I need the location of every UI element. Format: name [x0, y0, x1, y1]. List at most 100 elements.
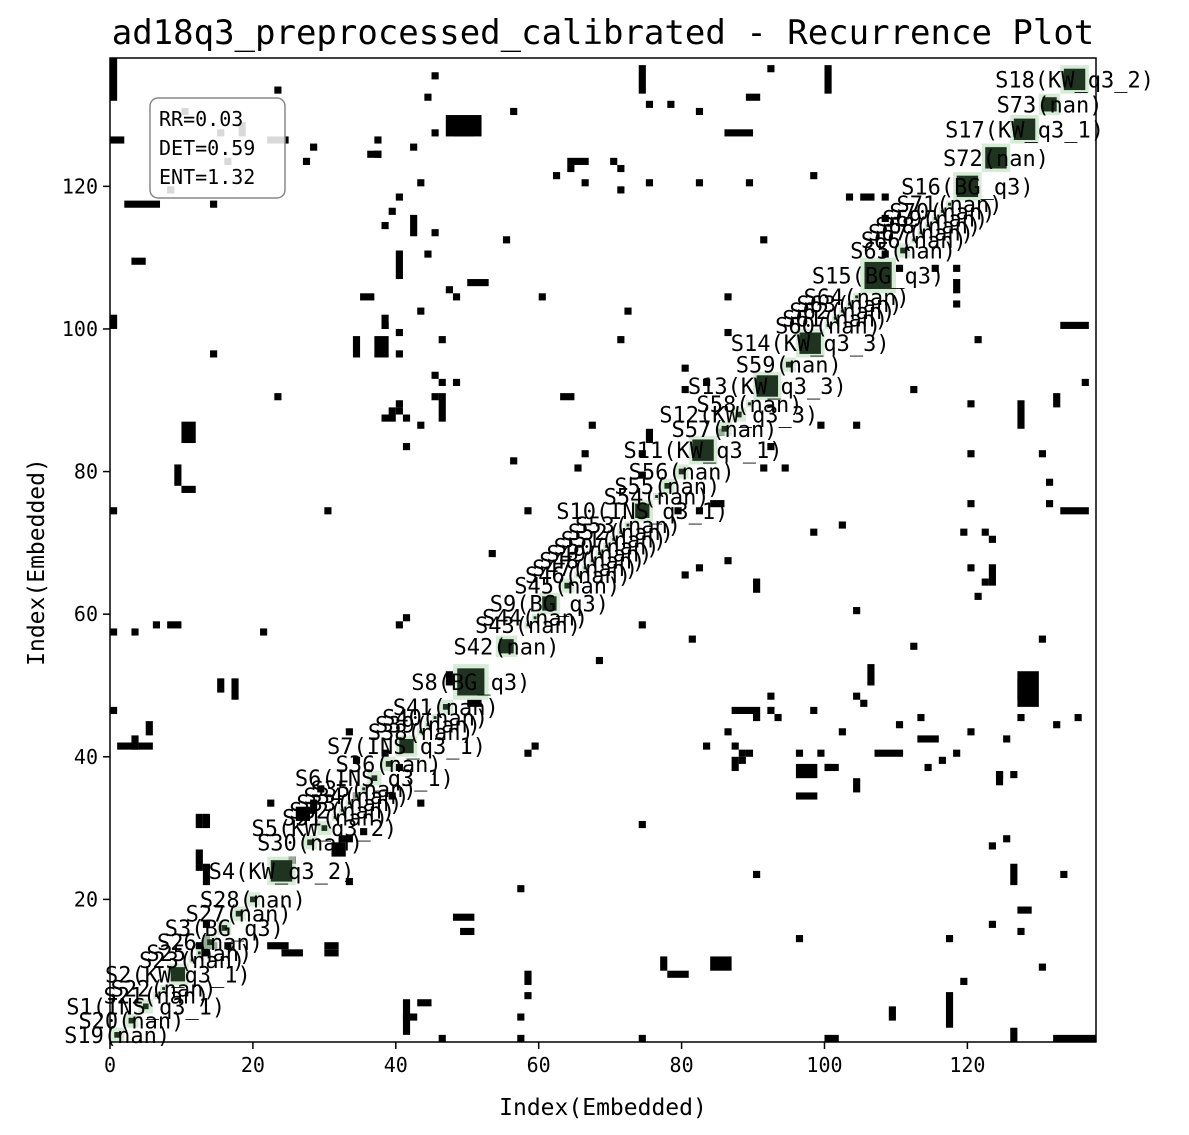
recurrence-point: [853, 778, 861, 793]
segment-core: [635, 503, 650, 518]
segment-label: S35(nan): [311, 778, 417, 803]
recurrence-point: [517, 885, 525, 893]
recurrence-point: [417, 799, 425, 807]
y-tick-label: 20: [74, 887, 98, 911]
recurrence-point: [402, 614, 411, 622]
recurrence-point: [681, 386, 689, 394]
recurrence-point: [1053, 721, 1061, 729]
recurrence-point: [753, 578, 761, 593]
recurrence-point: [645, 179, 654, 187]
segment-label: S25(nan): [146, 942, 252, 967]
recurrence-point: [395, 328, 403, 337]
recurrence-point: [853, 421, 861, 429]
recurrence-point: [410, 143, 418, 151]
segment-label: S60(nan): [775, 314, 881, 339]
recurrence-point: [195, 813, 203, 829]
segment-label: S28(nan): [200, 888, 306, 913]
segment-core: [442, 704, 449, 710]
segment-label: S17(KW_q3_1): [945, 118, 1104, 143]
x-axis-ticks: 0 20 40 60 80 100 120: [104, 1042, 985, 1077]
recurrence-point: [1074, 714, 1082, 722]
recurrence-point: [395, 350, 403, 358]
recurrence-point: [424, 93, 432, 101]
segment-label: S43(nan): [475, 614, 581, 639]
y-tick-label: 60: [74, 602, 98, 626]
recurrence-point: [431, 371, 439, 379]
recurrence-point: [945, 935, 954, 943]
recurrence-point: [295, 806, 311, 821]
recurrence-point: [452, 913, 475, 921]
segment-label: S39(nan): [375, 714, 481, 739]
segment-label: S65(nan): [850, 240, 956, 265]
recurrence-point: [738, 749, 746, 757]
segment-label: S8(BG_q3): [411, 671, 530, 696]
segment-label: S7(INS_q3_1): [327, 735, 486, 760]
recurrence-point: [917, 714, 925, 722]
x-tick-label: 60: [527, 1053, 551, 1077]
recurrence-point: [1038, 450, 1046, 458]
recurrence-point: [888, 1006, 896, 1021]
recurrence-point: [110, 628, 118, 636]
segment-label: S63(nan): [797, 293, 903, 318]
recurrence-point: [910, 386, 918, 394]
recurrence-point: [395, 400, 403, 408]
recurrence-point: [452, 378, 461, 386]
x-tick-label: 100: [806, 1053, 842, 1077]
recurrence-point: [810, 528, 818, 536]
recurrence-point: [767, 65, 775, 73]
recurrence-point: [895, 264, 904, 272]
segment-core: [1042, 97, 1057, 112]
recurrence-point: [560, 393, 575, 401]
recurrence-point: [438, 378, 446, 386]
recurrence-point: [745, 93, 761, 101]
recurrence-point: [817, 421, 825, 429]
segment-label: S12(KW_q3_3): [659, 404, 818, 429]
recurrence-point: [795, 749, 804, 757]
segment-core: [933, 217, 937, 220]
segment-core: [307, 839, 313, 846]
segment-label: S32(nan): [289, 799, 395, 824]
x-tick-label: 80: [670, 1053, 694, 1077]
recurrence-point: [510, 107, 518, 116]
segment-label: S67(nan): [868, 222, 974, 247]
recurrence-point: [724, 557, 732, 565]
recurrence-point: [853, 607, 861, 615]
segment-core: [826, 323, 830, 327]
recurrence-point: [617, 164, 625, 173]
recurrence-point: [953, 749, 961, 757]
segment-label: S30(nan): [257, 831, 363, 856]
segment-core: [833, 316, 837, 320]
recurrence-point: [703, 742, 711, 750]
segment-core: [321, 825, 328, 831]
recurrence-point: [181, 485, 196, 493]
recurrence-point: [667, 970, 689, 978]
stats-box-frame: [149, 97, 286, 199]
segment-core: [499, 639, 514, 654]
segment-label: S58(nan): [696, 393, 802, 418]
y-tick-label: 80: [74, 460, 98, 484]
segment-core: [664, 482, 671, 489]
recurrence-point: [645, 428, 654, 444]
y-axis-ticks: 20 40 60 80 100 120: [62, 174, 110, 911]
recurrence-point: [731, 706, 761, 714]
segment-label: S64(nan): [804, 286, 910, 311]
segment-core: [605, 545, 609, 548]
segment-core: [912, 238, 916, 242]
y-axis-label: Index(Embedded): [24, 458, 50, 666]
recurrence-point: [824, 763, 839, 772]
recurrence-point: [352, 336, 361, 358]
segment-core: [855, 295, 859, 299]
segment-label: S18(KW_q3_2): [995, 68, 1154, 93]
recurrence-point: [624, 307, 632, 315]
recurrence-point: [924, 763, 932, 772]
recurrence-point: [524, 507, 532, 515]
recurrence-point: [860, 193, 875, 201]
recurrence-point: [552, 172, 561, 180]
segment-label: S41(nan): [393, 696, 499, 721]
recurrence-point: [867, 664, 875, 686]
segment-core: [692, 439, 714, 461]
stat-det: DET=0.59: [159, 136, 255, 160]
recurrence-point: [638, 471, 646, 479]
recurrence-point: [388, 407, 396, 415]
segment-label: S68(nan): [875, 215, 981, 240]
